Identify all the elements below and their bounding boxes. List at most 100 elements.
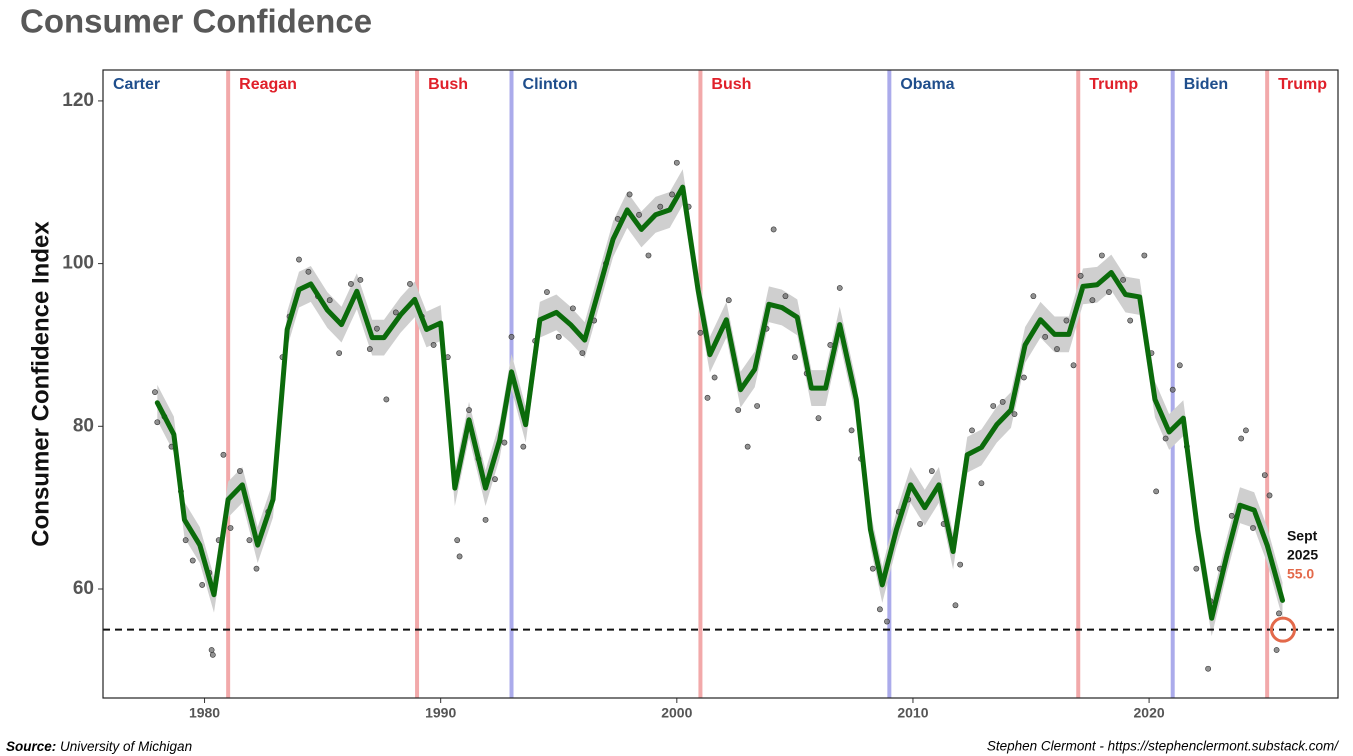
- data-point: [1276, 610, 1282, 617]
- data-point: [326, 297, 333, 304]
- data-point: [357, 276, 364, 283]
- data-point: [1077, 272, 1084, 279]
- data-point: [990, 403, 997, 409]
- data-point: [1193, 565, 1200, 572]
- data-point: [208, 647, 215, 653]
- data-point: [1042, 333, 1049, 340]
- data-point: [1266, 492, 1273, 499]
- data-point: [697, 329, 704, 336]
- data-point: [673, 159, 680, 166]
- data-point: [237, 468, 243, 474]
- data-point: [711, 374, 718, 381]
- term-label: Reagan: [239, 76, 297, 93]
- source: Source: University of Michigan: [6, 739, 192, 754]
- data-point: [348, 281, 354, 287]
- y-tick-label: 60: [73, 578, 94, 599]
- data-point: [1141, 252, 1148, 259]
- data-point: [782, 293, 789, 300]
- data-point: [482, 516, 489, 523]
- confidence-band: [157, 169, 1283, 637]
- data-point: [704, 394, 711, 401]
- data-point: [744, 443, 751, 450]
- data-point: [978, 480, 985, 487]
- plot-frame: [102, 69, 1339, 699]
- highlight-value: 55.0: [1287, 566, 1314, 582]
- data-point: [1153, 488, 1160, 495]
- data-point: [1070, 362, 1077, 369]
- data-point: [957, 561, 964, 568]
- data-point: [1238, 435, 1245, 442]
- data-point: [1261, 472, 1268, 479]
- data-point: [209, 651, 216, 658]
- data-point: [1063, 317, 1070, 324]
- data-point: [454, 537, 461, 544]
- data-point: [884, 618, 890, 625]
- term-label: Trump: [1089, 76, 1138, 93]
- data-point: [725, 297, 732, 304]
- data-point: [152, 389, 158, 396]
- data-point: [579, 350, 586, 356]
- term-label: Bush: [428, 76, 468, 93]
- y-tick-label: 80: [73, 415, 94, 436]
- data-point: [1098, 252, 1105, 259]
- data-point: [520, 443, 527, 450]
- data-point: [626, 191, 633, 198]
- data-point: [336, 350, 343, 356]
- data-point: [645, 252, 652, 259]
- trend-line: [154, 184, 1286, 621]
- data-point: [999, 398, 1006, 405]
- data-point: [456, 553, 463, 560]
- data-point: [1176, 362, 1183, 369]
- highlight-text: Sept: [1287, 528, 1318, 544]
- data-point: [253, 565, 260, 572]
- data-point: [366, 346, 373, 352]
- data-point: [1120, 276, 1127, 283]
- data-point: [296, 256, 302, 263]
- highlight-circle: [1269, 616, 1296, 643]
- data-point: [770, 226, 777, 233]
- data-point: [492, 476, 498, 483]
- data-point: [876, 606, 883, 613]
- x-tick-label: 1980: [189, 705, 220, 721]
- data-point: [392, 309, 399, 316]
- source-label: Source:: [6, 739, 56, 754]
- data-point: [636, 211, 642, 218]
- y-tick-label: 120: [62, 90, 94, 111]
- term-label: Clinton: [523, 76, 578, 93]
- source-name: University of Michigan: [60, 739, 192, 754]
- x-tick-label: 1990: [425, 705, 456, 721]
- highlight-text: 2025: [1287, 547, 1318, 563]
- x-tick-label: 2010: [897, 705, 928, 721]
- term-label: Carter: [113, 76, 160, 93]
- data-point: [1162, 435, 1169, 442]
- data-point: [374, 325, 380, 332]
- data-point: [199, 582, 206, 588]
- data-point: [1273, 647, 1280, 653]
- data-point: [917, 521, 923, 527]
- y-axis-title: Consumer Confidence Index: [27, 221, 54, 547]
- credit: Stephen Clermont - https://stephenclermo…: [987, 739, 1339, 754]
- data-point: [1011, 411, 1018, 417]
- data-point: [407, 281, 413, 287]
- data-point: [544, 289, 550, 295]
- x-tick-label: 2000: [661, 705, 692, 721]
- data-point: [815, 415, 822, 422]
- data-point: [182, 537, 189, 544]
- data-point: [869, 565, 876, 572]
- data-point: [466, 407, 472, 413]
- data-point: [657, 203, 664, 210]
- chart-title: Consumer Confidence: [20, 3, 372, 40]
- data-point: [1205, 665, 1212, 672]
- term-label: Biden: [1184, 76, 1228, 93]
- data-point: [1089, 297, 1096, 304]
- data-point: [1250, 525, 1256, 531]
- y-tick-label: 100: [62, 253, 94, 274]
- data-point: [1054, 346, 1060, 352]
- data-point: [189, 557, 196, 564]
- term-label: Obama: [900, 76, 954, 93]
- data-point: [1243, 427, 1249, 434]
- data-point: [754, 403, 761, 409]
- data-point: [220, 451, 227, 458]
- data-point: [735, 407, 742, 413]
